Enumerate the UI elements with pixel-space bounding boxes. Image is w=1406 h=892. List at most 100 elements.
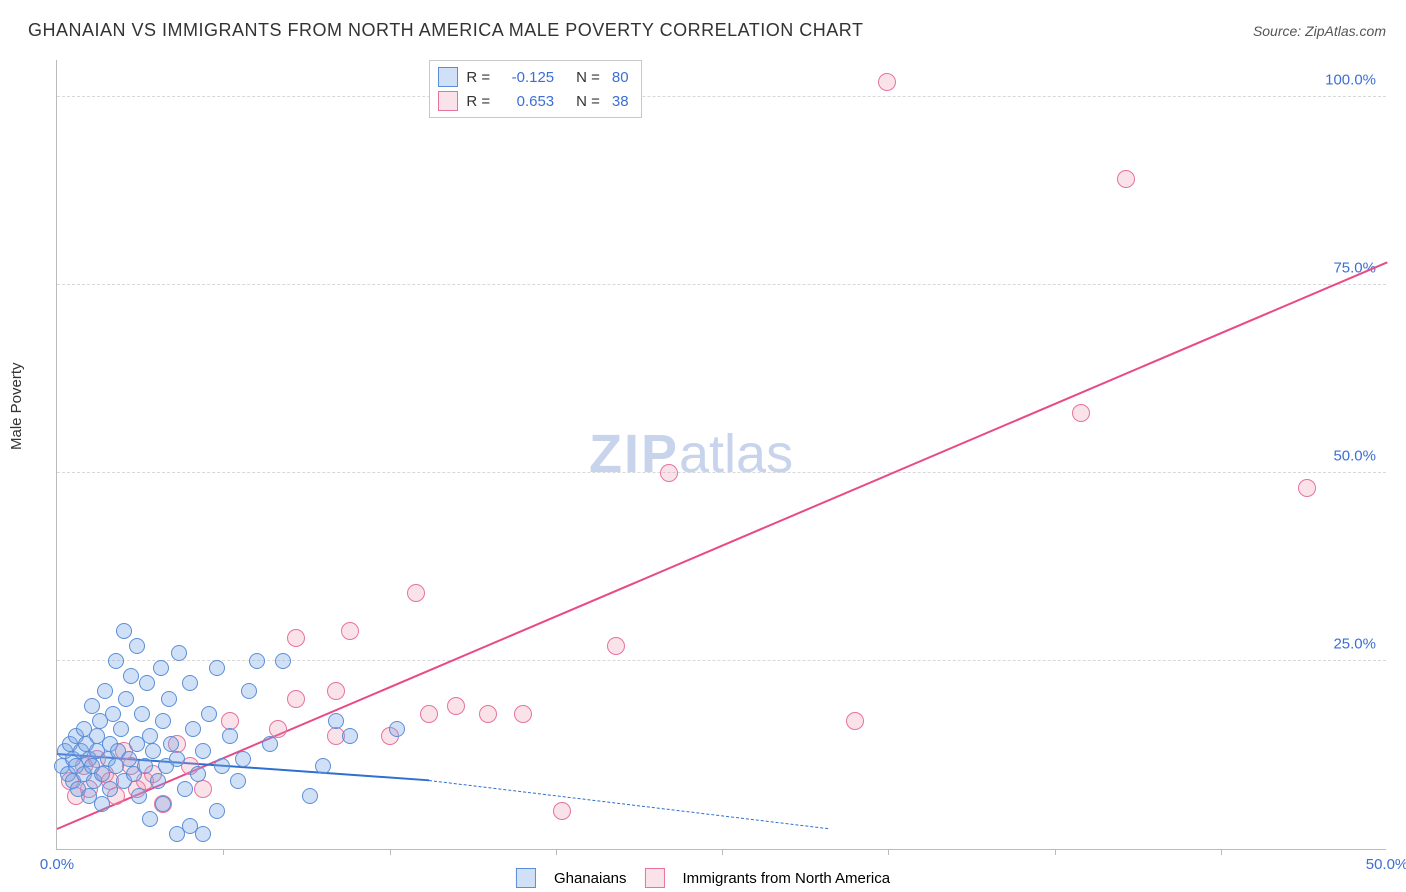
scatter-point-immigrants (1072, 404, 1090, 422)
scatter-point-ghanaians (185, 721, 201, 737)
scatter-point-immigrants (1298, 479, 1316, 497)
scatter-point-ghanaians (153, 660, 169, 676)
scatter-point-ghanaians (302, 788, 318, 804)
scatter-point-immigrants (287, 629, 305, 647)
scatter-point-ghanaians (230, 773, 246, 789)
source-attribution: Source: ZipAtlas.com (1253, 23, 1386, 39)
scatter-point-ghanaians (113, 721, 129, 737)
x-minor-tick (1055, 849, 1056, 855)
legend-swatch-immigrants (438, 91, 458, 111)
watermark: ZIPatlas (589, 423, 793, 485)
plot-area: ZIPatlas 25.0%50.0%75.0%100.0%0.0%50.0%R… (56, 60, 1386, 850)
scatter-point-immigrants (514, 705, 532, 723)
scatter-point-ghanaians (108, 653, 124, 669)
scatter-point-ghanaians (121, 751, 137, 767)
scatter-point-ghanaians (145, 743, 161, 759)
scatter-point-ghanaians (249, 653, 265, 669)
scatter-point-ghanaians (201, 706, 217, 722)
scatter-point-ghanaians (182, 675, 198, 691)
scatter-point-immigrants (341, 622, 359, 640)
scatter-point-ghanaians (163, 736, 179, 752)
scatter-point-immigrants (846, 712, 864, 730)
scatter-point-ghanaians (190, 766, 206, 782)
scatter-point-immigrants (287, 690, 305, 708)
correlation-row-ghanaians: R = -0.125 N = 80 (438, 65, 632, 89)
scatter-point-ghanaians (262, 736, 278, 752)
scatter-point-ghanaians (214, 758, 230, 774)
scatter-point-immigrants (479, 705, 497, 723)
scatter-point-ghanaians (177, 781, 193, 797)
legend-swatch-immigrants (645, 868, 665, 888)
scatter-point-ghanaians (105, 706, 121, 722)
gridline (57, 96, 1386, 97)
scatter-point-ghanaians (161, 691, 177, 707)
scatter-point-ghanaians (222, 728, 238, 744)
scatter-point-ghanaians (155, 796, 171, 812)
scatter-point-immigrants (420, 705, 438, 723)
scatter-point-ghanaians (94, 796, 110, 812)
scatter-point-ghanaians (342, 728, 358, 744)
scatter-point-ghanaians (209, 660, 225, 676)
x-minor-tick (1221, 849, 1222, 855)
scatter-point-ghanaians (118, 691, 134, 707)
gridline (57, 284, 1386, 285)
scatter-point-ghanaians (131, 788, 147, 804)
y-tick-label: 50.0% (1333, 447, 1376, 464)
scatter-point-immigrants (878, 73, 896, 91)
x-minor-tick (722, 849, 723, 855)
scatter-point-ghanaians (328, 713, 344, 729)
chart-title: GHANAIAN VS IMMIGRANTS FROM NORTH AMERIC… (28, 20, 863, 41)
scatter-point-immigrants (1117, 170, 1135, 188)
scatter-point-ghanaians (275, 653, 291, 669)
scatter-point-ghanaians (139, 675, 155, 691)
scatter-point-ghanaians (195, 743, 211, 759)
x-tick-label: 0.0% (40, 856, 74, 873)
r-value-immigrants: 0.653 (502, 93, 554, 110)
scatter-point-ghanaians (389, 721, 405, 737)
n-value-immigrants: 38 (612, 93, 629, 110)
n-value-ghanaians: 80 (612, 69, 629, 86)
legend-label-ghanaians: Ghanaians (554, 870, 627, 887)
scatter-point-ghanaians (84, 698, 100, 714)
y-tick-label: 100.0% (1325, 71, 1376, 88)
watermark-light: atlas (679, 424, 793, 484)
scatter-point-ghanaians (315, 758, 331, 774)
scatter-point-ghanaians (171, 645, 187, 661)
scatter-point-ghanaians (123, 668, 139, 684)
source-label: Source: (1253, 23, 1305, 39)
legend-swatch-ghanaians (516, 868, 536, 888)
scatter-point-ghanaians (116, 623, 132, 639)
trend-line (57, 262, 1388, 830)
scatter-point-ghanaians (150, 773, 166, 789)
n-label: N = (576, 69, 600, 86)
gridline (57, 472, 1386, 473)
y-tick-label: 25.0% (1333, 635, 1376, 652)
scatter-point-immigrants (327, 682, 345, 700)
scatter-point-ghanaians (142, 728, 158, 744)
scatter-point-ghanaians (97, 683, 113, 699)
legend-label-immigrants: Immigrants from North America (683, 870, 891, 887)
scatter-point-ghanaians (137, 758, 153, 774)
y-axis-label: Male Poverty (8, 362, 25, 450)
scatter-point-immigrants (194, 780, 212, 798)
series-legend: Ghanaians Immigrants from North America (516, 868, 890, 888)
r-label: R = (466, 69, 490, 86)
trend-line-extension (429, 780, 828, 829)
scatter-point-ghanaians (209, 803, 225, 819)
r-value-ghanaians: -0.125 (502, 69, 554, 86)
scatter-point-ghanaians (142, 811, 158, 827)
scatter-point-ghanaians (155, 713, 171, 729)
x-minor-tick (556, 849, 557, 855)
correlation-row-immigrants: R = 0.653 N = 38 (438, 89, 632, 113)
x-minor-tick (390, 849, 391, 855)
scatter-point-immigrants (660, 464, 678, 482)
n-label: N = (576, 93, 600, 110)
scatter-point-ghanaians (129, 638, 145, 654)
scatter-point-ghanaians (235, 751, 251, 767)
scatter-point-immigrants (447, 697, 465, 715)
legend-swatch-ghanaians (438, 67, 458, 87)
x-tick-label: 50.0% (1366, 856, 1406, 873)
r-label: R = (466, 93, 490, 110)
correlation-legend: R = -0.125 N = 80 R = 0.653 N = 38 (429, 60, 641, 118)
scatter-point-ghanaians (241, 683, 257, 699)
